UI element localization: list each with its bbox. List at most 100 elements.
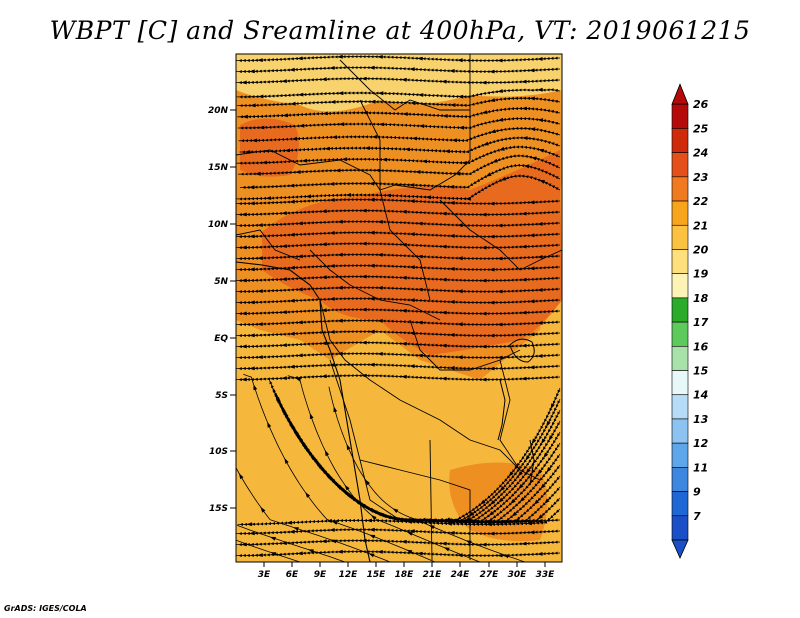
streamline-arrowhead	[329, 198, 335, 202]
colorbar-swatch	[671, 224, 689, 250]
colorbar-swatch	[671, 346, 689, 371]
streamline-arrowhead	[496, 58, 503, 63]
streamline-arrowhead	[329, 231, 335, 235]
streamline-arrowhead	[448, 333, 455, 337]
streamline-arrowhead	[400, 77, 407, 82]
streamline-arrowhead	[440, 244, 447, 249]
streamline-arrowhead	[528, 530, 535, 535]
streamline-arrowhead	[496, 355, 503, 360]
streamline-arrowhead	[410, 518, 416, 522]
colorbar-label: 12	[693, 437, 709, 450]
streamline-arrowhead	[329, 330, 335, 334]
streamline-arrowhead	[464, 517, 471, 522]
streamline-arrowhead	[481, 110, 488, 114]
streamline-arrowhead	[456, 223, 463, 228]
colorbar-swatch	[671, 176, 689, 202]
streamline-arrowhead	[470, 519, 477, 524]
streamline-arrowhead	[448, 531, 455, 535]
streamline-arrowhead	[440, 79, 447, 84]
streamline-arrowhead	[531, 438, 537, 445]
streamline-arrowhead	[284, 148, 291, 153]
streamline-arrowhead	[249, 531, 255, 536]
streamline-arrowhead	[416, 518, 423, 523]
streamline-arrowhead	[282, 113, 288, 118]
colorbar-swatch	[671, 491, 689, 517]
streamline-arrowhead	[421, 159, 428, 164]
streamline	[236, 76, 561, 85]
streamline-arrowhead	[529, 127, 536, 132]
streamline-arrowhead	[289, 67, 295, 72]
streamline-arrowhead	[336, 252, 343, 257]
streamline	[243, 373, 436, 562]
lon-tick-label: 9E	[314, 570, 327, 580]
colorbar-label: 24	[693, 147, 708, 160]
streamline-arrowhead	[400, 308, 407, 313]
streamline-arrowhead	[517, 471, 523, 477]
streamline-arrowhead	[456, 58, 463, 63]
streamline-arrowhead	[416, 551, 423, 556]
streamline-arrowhead	[482, 141, 489, 146]
streamline-arrowhead	[476, 520, 483, 524]
grads-credit: GrADS: IGES/COLA	[4, 604, 87, 613]
streamline-arrowhead	[425, 195, 432, 200]
streamline-arrowhead	[360, 340, 367, 345]
streamline-arrowhead	[540, 483, 546, 490]
streamline-arrowhead	[258, 125, 265, 130]
streamline-arrowhead	[480, 278, 487, 283]
streamline-arrowhead	[350, 496, 356, 502]
streamline-arrowhead	[368, 230, 375, 235]
streamline-arrowhead	[241, 542, 247, 547]
streamline-arrowhead	[418, 124, 425, 128]
streamline-arrowhead	[480, 80, 487, 85]
streamline-arrowhead	[536, 321, 543, 325]
streamline-arrowhead	[449, 518, 456, 523]
streamline-arrowhead	[497, 89, 503, 93]
streamline-arrowhead	[376, 550, 383, 554]
colorbar-label: 11	[693, 461, 708, 474]
streamline-arrowhead	[488, 366, 495, 371]
colorbar-label: 22	[693, 195, 709, 208]
streamline-arrowhead	[536, 552, 543, 556]
streamline-arrowhead	[289, 364, 295, 369]
colorbar-swatch	[671, 103, 689, 129]
colorbar-swatch	[671, 394, 689, 420]
streamline-arrowhead	[546, 467, 552, 473]
streamline-arrowhead	[489, 500, 496, 506]
lat-tick-label: 10N	[208, 220, 229, 230]
colorbar-bottom-arrow	[671, 539, 689, 559]
streamline-arrowhead	[321, 374, 327, 379]
streamline-arrowhead	[536, 255, 543, 259]
streamline-arrowhead	[368, 329, 375, 334]
streamline-arrowhead	[289, 199, 295, 204]
streamline-arrowhead	[539, 180, 546, 184]
streamline-arrowhead	[537, 118, 544, 123]
streamline-arrowhead	[503, 554, 510, 559]
streamline-arrowhead	[414, 170, 421, 174]
streamline-arrowhead	[541, 438, 546, 445]
streamline-arrowhead	[329, 264, 335, 268]
streamline-arrowhead	[241, 212, 247, 217]
streamline-arrowhead	[497, 117, 504, 122]
streamline-arrowhead	[440, 310, 447, 315]
streamline-arrowhead	[364, 146, 370, 150]
streamline-arrowhead	[298, 435, 303, 442]
lon-tick-label: 33E	[536, 570, 556, 580]
streamline-arrowhead	[321, 242, 327, 247]
streamline-arrowhead	[440, 277, 447, 282]
colorbar-label: 21	[693, 219, 708, 232]
streamline-arrowhead	[486, 522, 492, 527]
streamline	[236, 525, 346, 562]
streamline-arrowhead	[528, 299, 535, 304]
streamline-arrowhead	[446, 521, 452, 526]
streamline-arrowhead	[496, 289, 503, 294]
streamline-arrowhead	[458, 125, 465, 130]
streamline-arrowhead	[528, 68, 535, 73]
streamline-arrowhead	[400, 275, 407, 280]
colorbar-swatch	[671, 297, 689, 323]
streamline-arrowhead	[244, 150, 251, 154]
lat-tick-label: 20N	[208, 106, 229, 116]
streamline-arrowhead	[530, 156, 537, 161]
streamline-arrowhead	[378, 122, 385, 127]
streamline-arrowhead	[297, 353, 303, 358]
streamline-arrowhead	[488, 333, 495, 338]
